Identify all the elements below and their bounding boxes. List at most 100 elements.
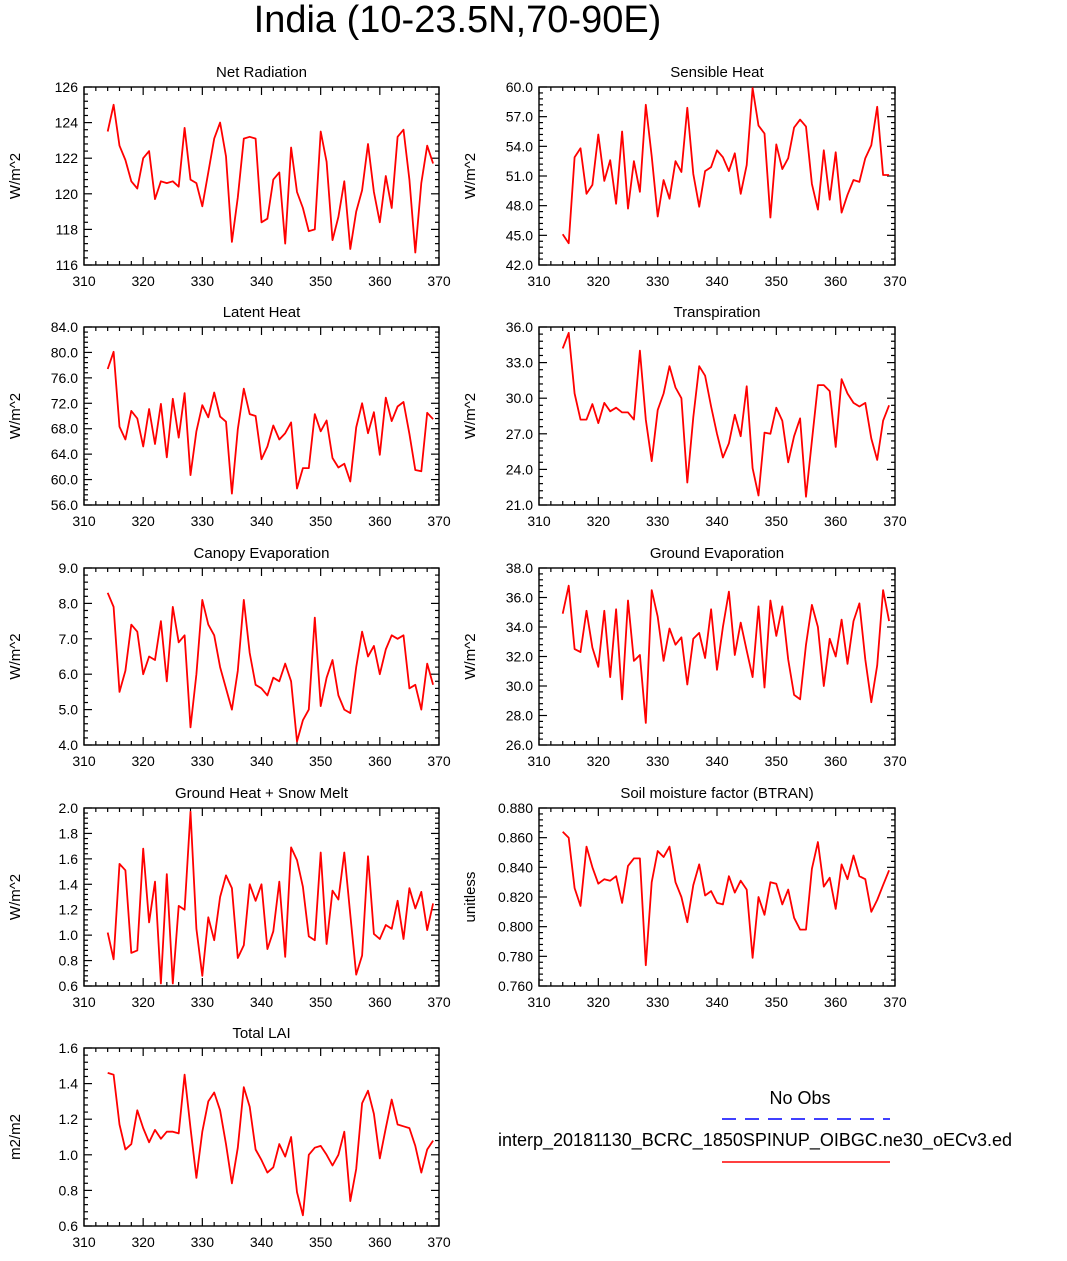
y-tick-label: 4.0 [59, 737, 79, 753]
y-tick-label: 9.0 [59, 560, 79, 576]
y-axis-label: m2/m2 [7, 1114, 24, 1160]
y-tick-label: 76.0 [51, 370, 78, 386]
y-tick-label: 48.0 [506, 198, 533, 214]
y-tick-label: 122 [55, 150, 79, 166]
x-tick-label: 310 [527, 513, 551, 529]
x-tick-label: 330 [191, 994, 215, 1010]
x-tick-label: 350 [309, 1234, 333, 1250]
x-tick-label: 320 [587, 273, 611, 289]
y-tick-label: 33.0 [506, 355, 533, 371]
legend [722, 1118, 890, 1163]
y-tick-label: 124 [55, 115, 79, 131]
y-tick-label: 60.0 [51, 472, 78, 488]
panel-title: Net Radiation [216, 64, 307, 81]
model-series-line [106, 103, 434, 254]
x-tick-label: 370 [427, 753, 451, 769]
y-tick-label: 1.4 [59, 1076, 79, 1092]
y-tick-label: 120 [55, 186, 79, 202]
y-tick-label: 0.6 [59, 978, 79, 994]
y-tick-label: 42.0 [506, 257, 533, 273]
x-tick-label: 330 [191, 513, 215, 529]
x-tick-label: 330 [646, 753, 670, 769]
y-tick-label: 0.760 [498, 978, 533, 994]
panel-title: Canopy Evaporation [194, 545, 330, 562]
panel-title: Ground Heat + Snow Melt [175, 785, 349, 802]
y-tick-label: 72.0 [51, 395, 78, 411]
x-tick-label: 360 [368, 994, 392, 1010]
model-series-line [107, 1072, 434, 1217]
y-tick-label: 24.0 [506, 461, 533, 477]
y-tick-label: 0.8 [59, 953, 79, 969]
y-tick-label: 45.0 [506, 227, 533, 243]
y-tick-label: 30.0 [506, 390, 533, 406]
y-tick-label: 32.0 [506, 649, 533, 665]
x-tick-label: 320 [587, 513, 611, 529]
x-tick-label: 360 [824, 273, 848, 289]
x-tick-label: 330 [191, 273, 215, 289]
x-tick-label: 330 [191, 753, 215, 769]
y-axis-label: W/m^2 [7, 393, 24, 439]
x-tick-label: 310 [72, 1234, 96, 1250]
x-tick-label: 320 [131, 1234, 155, 1250]
y-tick-label: 56.0 [51, 497, 78, 513]
y-tick-label: 1.0 [59, 927, 79, 943]
x-tick-label: 330 [191, 1234, 215, 1250]
x-tick-label: 370 [427, 513, 451, 529]
chart-panel-8: 310 320 330 340 350 360 370 0.6 0.8 1.0 1.2 1.4 1.6 T… [7, 1025, 451, 1250]
y-tick-label: 1.6 [59, 851, 79, 867]
x-tick-label: 350 [765, 513, 789, 529]
chart-panel-5: 310 320 330 340 350 360 370 26.0 28.0 30.0 32.0 34.… [462, 545, 907, 769]
x-tick-label: 370 [427, 273, 451, 289]
x-tick-label: 370 [883, 513, 907, 529]
y-tick-label: 51.0 [506, 168, 533, 184]
y-axis-label: W/m^2 [462, 633, 479, 679]
y-tick-label: 5.0 [59, 702, 79, 718]
panel-title: Transpiration [674, 304, 761, 321]
legend-title: No Obs [769, 1088, 831, 1108]
y-axis-label: W/m^2 [7, 633, 24, 679]
y-axis-label: W/m^2 [462, 393, 479, 439]
panel-title: Soil moisture factor (BTRAN) [620, 785, 813, 802]
x-tick-label: 370 [427, 994, 451, 1010]
y-tick-label: 8.0 [59, 595, 79, 611]
x-tick-label: 310 [72, 994, 96, 1010]
x-tick-label: 310 [527, 994, 551, 1010]
y-tick-label: 84.0 [51, 319, 78, 335]
y-tick-label: 1.2 [59, 902, 79, 918]
y-tick-label: 34.0 [506, 619, 533, 635]
plot-frame [83, 1047, 440, 1227]
plot-frame [538, 567, 896, 746]
y-axis-label: W/m^2 [7, 874, 24, 920]
y-tick-label: 0.8 [59, 1182, 79, 1198]
x-tick-label: 340 [705, 994, 729, 1010]
y-tick-label: 0.840 [498, 859, 533, 875]
y-tick-label: 80.0 [51, 344, 78, 360]
y-tick-label: 28.0 [506, 708, 533, 724]
x-tick-label: 370 [883, 273, 907, 289]
x-tick-label: 350 [309, 273, 333, 289]
y-tick-label: 126 [55, 79, 79, 95]
y-tick-label: 21.0 [506, 497, 533, 513]
model-series-line [561, 87, 890, 245]
x-tick-label: 370 [427, 1234, 451, 1250]
x-tick-label: 320 [131, 513, 155, 529]
model-series-line [106, 350, 434, 495]
y-tick-label: 1.8 [59, 825, 79, 841]
chart-panel-4: 310 320 330 340 350 360 370 4.0 5.0 6.0 7.0 8.0 9.0 C… [7, 545, 451, 769]
y-tick-label: 0.880 [498, 800, 533, 816]
panel-title: Ground Evaporation [650, 545, 784, 562]
plot-frame [83, 807, 440, 987]
chart-panel-2: 310 320 330 340 350 360 370 56.0 60.0 64.0 68.0 72.… [7, 304, 451, 529]
x-tick-label: 340 [250, 513, 274, 529]
x-tick-label: 350 [765, 994, 789, 1010]
y-tick-label: 0.860 [498, 830, 533, 846]
x-tick-label: 340 [705, 753, 729, 769]
y-axis-label: unitless [462, 872, 479, 923]
y-tick-label: 1.2 [59, 1111, 79, 1127]
plot-frame [83, 567, 440, 746]
panel-title: Latent Heat [223, 304, 301, 321]
y-tick-label: 2.0 [59, 800, 79, 816]
chart-panel-3: 310 320 330 340 350 360 370 21.0 24.0 27.0 30.0 33.… [462, 304, 907, 529]
y-tick-label: 116 [56, 257, 79, 273]
y-tick-label: 1.4 [59, 876, 79, 892]
